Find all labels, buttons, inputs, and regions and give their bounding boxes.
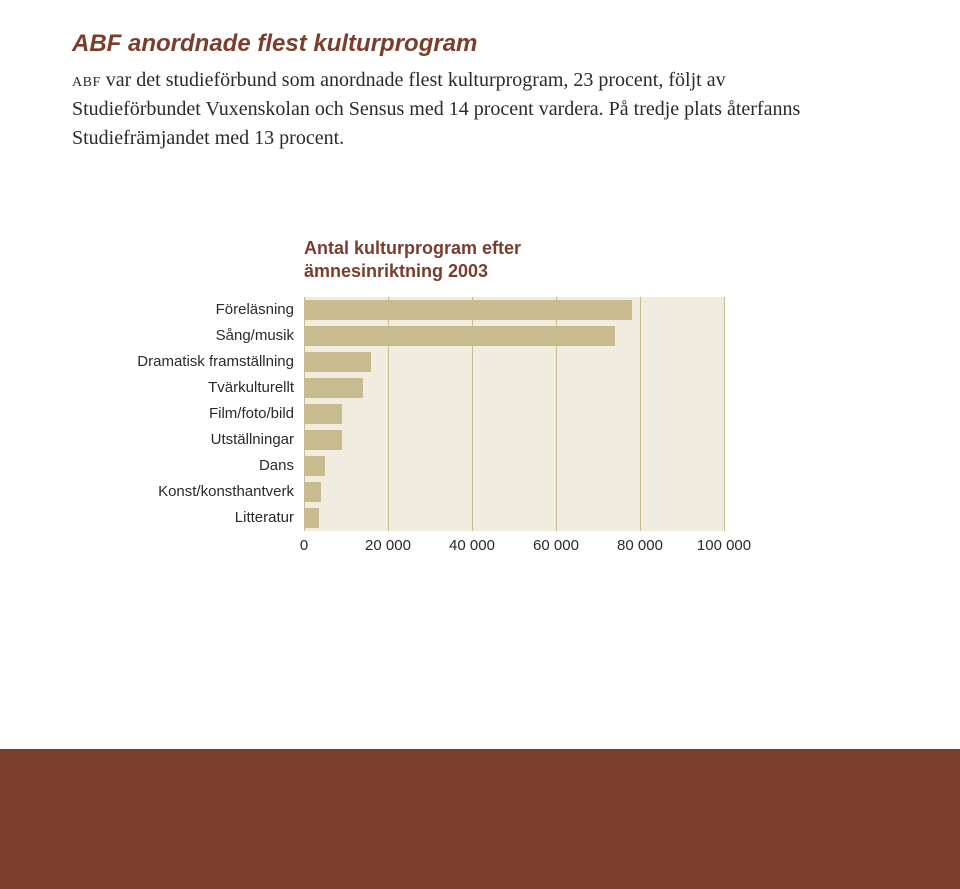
x-axis: 020 00040 00060 00080 000100 000 bbox=[304, 537, 724, 559]
lead-word: abf bbox=[72, 69, 101, 91]
chart-container: Antal kulturprogram efter ämnesinriktnin… bbox=[72, 243, 960, 559]
bar-row bbox=[304, 297, 724, 323]
x-axis-tick: 80 000 bbox=[617, 537, 663, 554]
chart-title-line2: ämnesinriktning 2003 bbox=[304, 261, 488, 281]
x-axis-tick: 20 000 bbox=[365, 537, 411, 554]
bar bbox=[304, 300, 632, 320]
bar-row bbox=[304, 479, 724, 505]
x-axis-tick: 40 000 bbox=[449, 537, 495, 554]
bar-row bbox=[304, 323, 724, 349]
y-axis-label: Dans bbox=[72, 453, 304, 479]
y-axis-label: Konst/konsthantverk bbox=[72, 479, 304, 505]
chart-title: Antal kulturprogram efter ämnesinriktnin… bbox=[304, 237, 521, 282]
plot-area bbox=[304, 297, 724, 531]
bar-row bbox=[304, 401, 724, 427]
y-axis-label: Tvärkulturellt bbox=[72, 375, 304, 401]
bar bbox=[304, 456, 325, 476]
bar-row bbox=[304, 349, 724, 375]
bar bbox=[304, 352, 371, 372]
footer-band bbox=[0, 749, 960, 889]
chart-title-line1: Antal kulturprogram efter bbox=[304, 238, 521, 258]
bar-row bbox=[304, 505, 724, 531]
bar bbox=[304, 508, 319, 528]
y-axis-label: Utställningar bbox=[72, 427, 304, 453]
bar bbox=[304, 378, 363, 398]
bar-row bbox=[304, 375, 724, 401]
bar-row bbox=[304, 453, 724, 479]
x-axis-tick: 60 000 bbox=[533, 537, 579, 554]
y-axis-label: Film/foto/bild bbox=[72, 401, 304, 427]
bar bbox=[304, 482, 321, 502]
section-heading: ABF anordnade flest kulturprogram bbox=[72, 30, 888, 58]
paragraph-rest: var det studieförbund som anordnade fles… bbox=[72, 69, 800, 149]
bar-row bbox=[304, 427, 724, 453]
x-axis-tick: 100 000 bbox=[697, 537, 751, 554]
page-number: 381 bbox=[855, 835, 888, 861]
body-paragraph: abf var det studieförbund som anordnade … bbox=[72, 66, 832, 153]
y-axis-label: Dramatisk framställning bbox=[72, 349, 304, 375]
y-axis-labels: FöreläsningSång/musikDramatisk framställ… bbox=[72, 297, 304, 531]
bar bbox=[304, 326, 615, 346]
x-axis-tick: 0 bbox=[300, 537, 308, 554]
y-axis-label: Sång/musik bbox=[72, 323, 304, 349]
gridline bbox=[724, 297, 725, 531]
bar bbox=[304, 430, 342, 450]
y-axis-label: Föreläsning bbox=[72, 297, 304, 323]
y-axis-label: Litteratur bbox=[72, 505, 304, 531]
bar bbox=[304, 404, 342, 424]
bars-group bbox=[304, 297, 724, 531]
